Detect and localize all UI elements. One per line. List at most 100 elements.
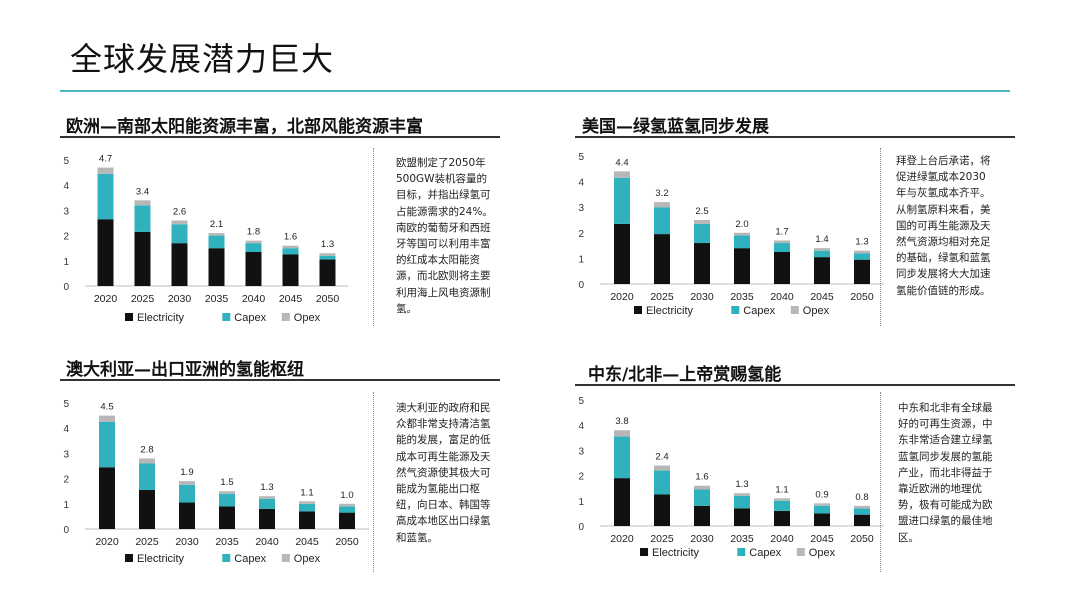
data-label-total: 0.9 — [815, 489, 828, 500]
data-label-total: 1.0 — [340, 490, 353, 501]
bar-opex-2045 — [299, 501, 315, 504]
data-label-total: 3.8 — [615, 416, 628, 427]
data-label-total: 2.8 — [140, 444, 153, 455]
data-label-total: 1.9 — [180, 467, 193, 478]
bar-capex-2050 — [854, 253, 870, 260]
data-label-total: 1.3 — [735, 479, 748, 490]
x-tick-label: 2025 — [650, 291, 674, 303]
legend-label-capex: Capex — [234, 312, 266, 324]
bar-capex-2035 — [208, 235, 225, 249]
y-tick-label: 1 — [578, 497, 584, 508]
bar-electricity-2045 — [299, 511, 315, 529]
bar-opex-2035 — [734, 493, 750, 496]
bar-opex-2045 — [814, 248, 830, 251]
y-tick-label: 4 — [63, 424, 69, 435]
bar-capex-2035 — [734, 495, 750, 509]
note-europe: 欧盟制定了2050年500GW装机容量的目标，并指出绿氢可占能源需求的24%。南… — [396, 157, 493, 315]
data-label-total: 2.4 — [655, 452, 668, 463]
data-label-total: 4.7 — [99, 154, 112, 165]
x-tick-label: 2040 — [770, 291, 794, 303]
bar-capex-2045 — [814, 505, 830, 514]
legend-swatch-opex — [796, 548, 805, 556]
x-tick-label: 2030 — [168, 293, 192, 305]
bar-capex-2045 — [299, 503, 315, 512]
x-tick-label: 2025 — [131, 293, 155, 305]
y-tick-label: 5 — [578, 396, 584, 407]
data-label-total: 1.1 — [775, 484, 788, 495]
bar-capex-2040 — [774, 243, 790, 252]
legend-swatch-capex — [222, 313, 231, 321]
bar-opex-2025 — [134, 200, 151, 206]
bar-electricity-2050 — [339, 512, 355, 529]
bar-capex-2025 — [654, 207, 670, 235]
bar-electricity-2030 — [171, 243, 188, 286]
bar-electricity-2040 — [259, 508, 275, 529]
separator-australia — [373, 392, 374, 572]
data-label-total: 2.1 — [210, 219, 223, 230]
bar-capex-2035 — [734, 235, 750, 249]
panel-rule-usa — [575, 136, 1015, 138]
legend-label-electricity: Electricity — [652, 547, 700, 559]
bar-capex-2040 — [245, 243, 262, 252]
y-tick-label: 4 — [578, 421, 584, 432]
data-label-total: 1.5 — [220, 477, 233, 488]
legend-swatch-capex — [731, 306, 740, 314]
panel-title-mena: 中东/北非—上帝赏赐氢能 — [588, 365, 782, 385]
y-tick-label: 1 — [63, 500, 69, 511]
data-label-total: 1.4 — [815, 234, 828, 245]
y-tick-label: 5 — [63, 156, 69, 167]
data-label-total: 4.5 — [100, 402, 113, 413]
bar-electricity-2030 — [179, 502, 195, 529]
bar-opex-2020 — [614, 430, 630, 437]
bar-opex-2030 — [694, 485, 710, 490]
legend-label-capex: Capex — [743, 305, 775, 317]
x-tick-label: 2045 — [279, 293, 303, 305]
legend-swatch-electricity — [634, 306, 642, 314]
note-usa: 拜登上台后承诺，将促进绿氢成本2030年与灰氢成本齐平。从制氢原料来看，美国的可… — [896, 155, 991, 297]
bar-capex-2050 — [319, 255, 336, 260]
y-tick-label: 3 — [63, 206, 69, 217]
bar-opex-2020 — [614, 171, 630, 178]
y-tick-label: 4 — [578, 178, 584, 189]
legend-label-opex: Opex — [294, 553, 321, 565]
bar-opex-2030 — [171, 220, 188, 225]
x-tick-label: 2045 — [810, 533, 834, 545]
y-tick-label: 2 — [63, 232, 69, 243]
legend-label-electricity: Electricity — [137, 312, 185, 324]
y-tick-label: 5 — [63, 399, 69, 410]
legend-swatch-electricity — [640, 548, 648, 556]
panel-rule-mena — [575, 384, 1015, 386]
bar-electricity-2045 — [814, 257, 830, 284]
x-tick-label: 2020 — [95, 536, 119, 548]
bar-capex-2040 — [259, 498, 275, 509]
legend-label-opex: Opex — [809, 547, 836, 559]
y-tick-label: 2 — [578, 472, 584, 483]
x-tick-label: 2020 — [94, 293, 118, 305]
bar-opex-2020 — [97, 167, 114, 174]
bar-electricity-2045 — [814, 513, 830, 526]
x-tick-label: 2040 — [255, 536, 279, 548]
data-label-total: 4.4 — [615, 157, 628, 168]
x-tick-label: 2020 — [610, 291, 634, 303]
bar-capex-2030 — [694, 489, 710, 506]
x-tick-label: 2030 — [175, 536, 199, 548]
x-tick-label: 2035 — [730, 291, 754, 303]
y-tick-label: 5 — [578, 152, 584, 163]
data-label-total: 1.7 — [775, 226, 788, 237]
x-tick-label: 2050 — [850, 291, 874, 303]
x-tick-label: 2050 — [335, 536, 359, 548]
bar-electricity-2035 — [208, 248, 225, 286]
legend-swatch-electricity — [125, 313, 133, 321]
x-tick-label: 2025 — [135, 536, 159, 548]
bar-electricity-2035 — [734, 248, 750, 284]
panel-rule-europe — [60, 136, 500, 138]
legend-swatch-electricity — [125, 554, 133, 562]
data-label-total: 1.8 — [247, 227, 260, 238]
legend-swatch-opex — [281, 313, 290, 321]
bar-capex-2020 — [614, 177, 630, 224]
bar-opex-2040 — [774, 498, 790, 501]
y-tick-label: 3 — [578, 446, 584, 457]
bar-opex-2020 — [99, 415, 115, 422]
bar-electricity-2025 — [134, 231, 151, 286]
bar-opex-2050 — [854, 505, 870, 509]
